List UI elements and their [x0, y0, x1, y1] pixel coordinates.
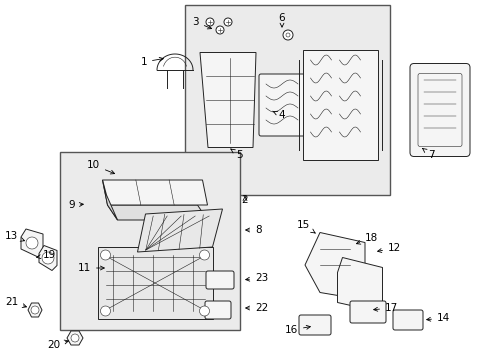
Circle shape	[216, 26, 224, 34]
Text: 5: 5	[230, 149, 242, 160]
Circle shape	[224, 18, 231, 26]
Text: 10: 10	[87, 160, 114, 174]
Text: 21: 21	[5, 297, 26, 307]
Text: 16: 16	[284, 325, 310, 335]
Circle shape	[199, 306, 209, 316]
Text: 3: 3	[192, 17, 211, 29]
FancyBboxPatch shape	[259, 74, 305, 136]
Bar	[184, 5, 389, 195]
Text: 11: 11	[78, 263, 104, 273]
FancyBboxPatch shape	[204, 301, 230, 319]
Circle shape	[283, 30, 292, 40]
FancyBboxPatch shape	[417, 73, 461, 147]
Circle shape	[285, 33, 289, 37]
FancyBboxPatch shape	[392, 310, 422, 330]
Circle shape	[205, 18, 214, 26]
Circle shape	[26, 237, 38, 249]
Polygon shape	[337, 257, 382, 312]
Text: 15: 15	[296, 220, 315, 233]
Text: 9: 9	[68, 200, 83, 210]
Text: 2: 2	[241, 195, 248, 205]
Circle shape	[199, 250, 209, 260]
Circle shape	[42, 252, 54, 264]
Polygon shape	[28, 303, 42, 317]
Text: 20: 20	[47, 340, 68, 350]
Circle shape	[101, 250, 110, 260]
Text: 23: 23	[245, 273, 268, 283]
FancyBboxPatch shape	[349, 301, 385, 323]
Text: 4: 4	[272, 110, 284, 120]
FancyBboxPatch shape	[298, 315, 330, 335]
FancyBboxPatch shape	[97, 247, 212, 319]
Text: 8: 8	[245, 225, 261, 235]
FancyBboxPatch shape	[409, 63, 469, 157]
Polygon shape	[67, 331, 83, 345]
Text: 19: 19	[37, 250, 56, 260]
Polygon shape	[39, 246, 57, 270]
Bar	[60, 152, 240, 330]
Polygon shape	[107, 205, 207, 220]
Text: 13: 13	[5, 231, 24, 241]
Polygon shape	[21, 229, 43, 257]
Polygon shape	[102, 180, 207, 205]
Polygon shape	[102, 180, 117, 220]
Circle shape	[71, 334, 79, 342]
Text: 17: 17	[373, 303, 397, 313]
Text: 7: 7	[422, 149, 434, 160]
Polygon shape	[137, 209, 222, 252]
Text: 18: 18	[356, 233, 378, 244]
Circle shape	[101, 306, 110, 316]
Circle shape	[31, 306, 39, 314]
Text: 1: 1	[140, 57, 163, 67]
FancyBboxPatch shape	[205, 271, 234, 289]
Text: 14: 14	[426, 313, 449, 323]
Text: 6: 6	[278, 13, 285, 27]
Polygon shape	[305, 233, 364, 297]
Text: 12: 12	[377, 243, 401, 253]
Text: 22: 22	[245, 303, 268, 313]
FancyBboxPatch shape	[302, 50, 377, 160]
Polygon shape	[200, 53, 256, 148]
